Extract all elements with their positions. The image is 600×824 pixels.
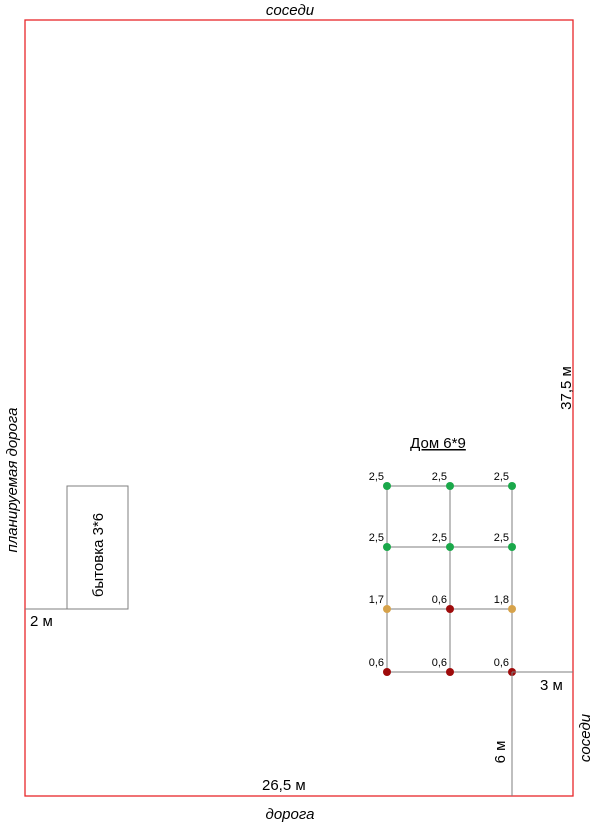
house-point-value: 1,8 <box>494 594 509 606</box>
shed-outline <box>66 485 129 610</box>
house-point-marker <box>508 543 516 551</box>
plot-boundary <box>24 19 574 797</box>
dimension-depth: 37,5 м <box>558 366 575 410</box>
house-point-marker <box>383 482 391 490</box>
dimension-width: 26,5 м <box>262 777 306 794</box>
house-point-marker <box>383 668 391 676</box>
shed-offset-label: 2 м <box>30 613 53 630</box>
house-point-value: 0,6 <box>369 657 384 669</box>
house-point-marker <box>446 543 454 551</box>
house-side-offset-label: 3 м <box>540 677 563 694</box>
label-right-neighbors: соседи <box>577 713 594 762</box>
house-point-marker <box>508 482 516 490</box>
house-point-marker <box>383 543 391 551</box>
house-point-marker <box>446 605 454 613</box>
house-point-value: 0,6 <box>432 594 447 606</box>
label-bottom-road: дорога <box>266 806 315 823</box>
house-point-value: 2,5 <box>432 532 447 544</box>
house-point-value: 2,5 <box>494 471 509 483</box>
house-title: Дом 6*9 <box>410 435 466 452</box>
house-front-offset-label: 6 м <box>492 741 509 764</box>
house-point-value: 2,5 <box>369 532 384 544</box>
label-left-planned-road: планируемая дорога <box>4 408 21 553</box>
house-point-value: 1,7 <box>369 594 384 606</box>
house-point-marker <box>508 605 516 613</box>
shed-label: бытовка 3*6 <box>90 513 107 597</box>
house-point-value: 2,5 <box>432 471 447 483</box>
house-point-value: 0,6 <box>432 657 447 669</box>
house-point-marker <box>446 668 454 676</box>
house-grid <box>386 485 513 673</box>
house-point-marker <box>446 482 454 490</box>
house-point-value: 2,5 <box>369 471 384 483</box>
house-points: 2,5 2,5 2,5 2,5 2,5 2,5 1,7 0,6 1,8 0,6 0,6 0,6 <box>369 471 516 676</box>
house-point-marker <box>383 605 391 613</box>
house-point-value: 2,5 <box>494 532 509 544</box>
house-point-value: 0,6 <box>494 657 509 669</box>
label-top-neighbors: соседи <box>266 2 315 19</box>
